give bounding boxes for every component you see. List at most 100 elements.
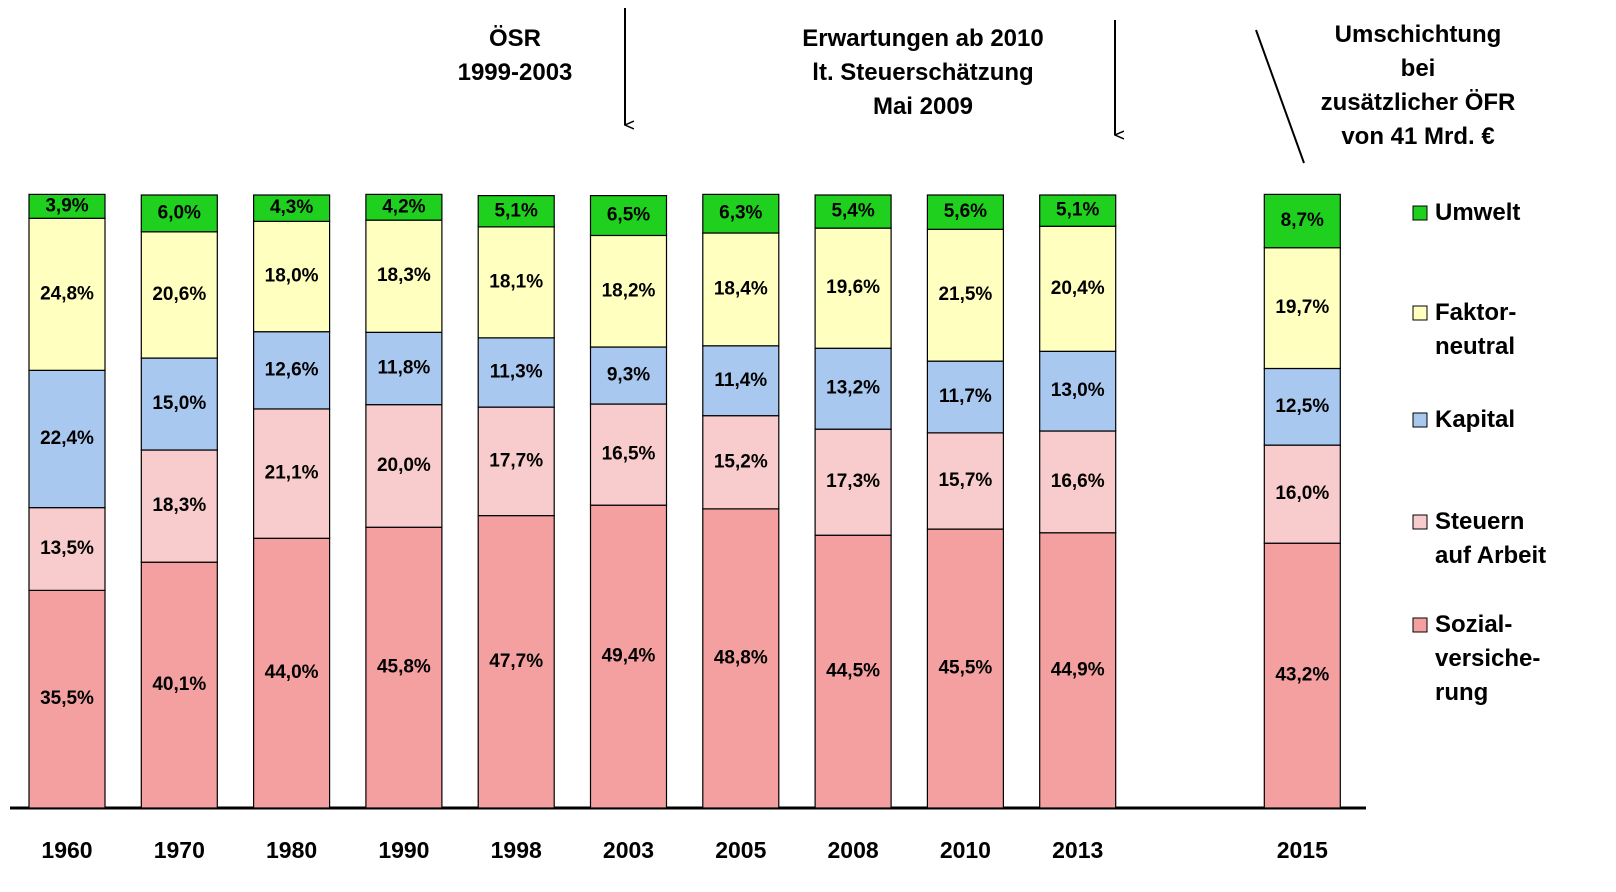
- data-label: 44,5%: [826, 661, 880, 682]
- bar-segment: [1039, 430, 1117, 534]
- x-tick-label: 1960: [41, 837, 92, 863]
- x-tick-label: 2010: [940, 837, 991, 863]
- data-label: 19,7%: [1275, 297, 1329, 318]
- data-label: 45,8%: [377, 657, 431, 678]
- bar-segment: [814, 347, 892, 430]
- data-label: 35,5%: [40, 688, 94, 709]
- data-label: 5,1%: [495, 200, 538, 221]
- bar-segment: [477, 226, 555, 339]
- bar-segment: [1263, 367, 1341, 446]
- data-label: 44,9%: [1051, 659, 1105, 680]
- data-label: 11,3%: [490, 361, 543, 382]
- bar-segment: [477, 406, 555, 517]
- x-tick-label: 1990: [378, 837, 429, 863]
- data-label: 6,3%: [719, 203, 762, 224]
- bar-segment: [28, 507, 106, 591]
- data-label: 3,9%: [45, 195, 88, 216]
- bar-segment: [589, 504, 668, 809]
- bar-segment: [1263, 193, 1341, 249]
- legend-label: Umwelt: [1435, 199, 1521, 226]
- data-label: 45,5%: [938, 658, 992, 679]
- legend-swatch: [1412, 412, 1428, 428]
- bar-segment: [926, 432, 1005, 530]
- legend-swatch: [1412, 514, 1428, 530]
- legend-label: Faktor- neutral: [1435, 299, 1517, 360]
- bar-segment: [28, 193, 106, 219]
- data-label: 16,6%: [1051, 471, 1105, 492]
- data-label: 15,2%: [714, 451, 768, 472]
- bar-segment: [253, 408, 331, 539]
- legend-swatch: [1412, 205, 1428, 221]
- data-label: 18,4%: [714, 278, 768, 299]
- bar-segment: [589, 234, 668, 348]
- data-label: 16,0%: [1275, 483, 1329, 504]
- bar-segment: [814, 194, 892, 229]
- bar-segment: [702, 193, 780, 234]
- data-label: 21,1%: [265, 463, 319, 484]
- x-tick-label: 2015: [1277, 837, 1328, 863]
- data-label: 6,5%: [607, 205, 650, 226]
- data-label: 12,6%: [265, 359, 319, 380]
- bar-segment: [926, 360, 1005, 434]
- annotation: Umschichtung bei zusätzlicher ÖFR von 41…: [1320, 21, 1516, 150]
- data-label: 18,2%: [602, 280, 656, 301]
- x-tick-label: 2008: [828, 837, 879, 863]
- data-label: 20,6%: [152, 284, 206, 305]
- bar-segment: [253, 537, 331, 809]
- data-label: 4,2%: [382, 196, 425, 217]
- bar-segment: [140, 449, 218, 563]
- bar-segment: [140, 231, 218, 359]
- data-label: 16,5%: [602, 444, 656, 465]
- data-label: 43,2%: [1275, 665, 1329, 686]
- bar-segment: [365, 404, 443, 528]
- data-label: 17,7%: [489, 450, 543, 471]
- bar-segment: [1039, 350, 1117, 432]
- data-label: 40,1%: [152, 674, 206, 695]
- x-tick-label: 1980: [266, 837, 317, 863]
- legend-label: Sozial- versiche- rung: [1435, 611, 1541, 706]
- x-tick-label: 2003: [603, 837, 654, 863]
- data-label: 17,3%: [826, 471, 880, 492]
- bar-segment: [1039, 532, 1117, 809]
- data-label: 18,1%: [489, 271, 543, 292]
- bar-segment: [365, 193, 443, 221]
- bar-segment: [814, 428, 892, 536]
- bar-segment: [1263, 444, 1341, 544]
- bar-segment: [140, 357, 218, 451]
- data-label: 15,7%: [938, 470, 992, 491]
- data-label: 48,8%: [714, 647, 768, 668]
- bar-segment: [28, 589, 106, 809]
- data-label: 13,0%: [1051, 380, 1105, 401]
- legend-label: Kapital: [1435, 406, 1516, 433]
- data-label: 47,7%: [489, 651, 543, 672]
- bar-segment: [140, 194, 218, 233]
- x-tick-label: 2013: [1052, 837, 1103, 863]
- bar-segment: [365, 331, 443, 406]
- bar-segment: [365, 526, 443, 809]
- bar-segment: [365, 219, 443, 333]
- bar-segment: [1263, 542, 1341, 809]
- data-label: 24,8%: [40, 283, 94, 304]
- data-label: 13,2%: [826, 378, 880, 399]
- bar-segment: [814, 227, 892, 349]
- data-label: 8,7%: [1281, 210, 1324, 231]
- legend-swatch: [1412, 617, 1428, 633]
- data-label: 44,0%: [265, 662, 319, 683]
- data-label: 11,8%: [377, 357, 430, 378]
- data-label: 13,5%: [40, 538, 94, 559]
- data-label: 20,4%: [1051, 278, 1105, 299]
- annotation: Erwartungen ab 2010 lt. Steuerschätzung …: [802, 25, 1044, 120]
- arrow: [1255, 29, 1305, 164]
- legend-label: Steuern auf Arbeit: [1435, 508, 1547, 569]
- x-tick-label: 1998: [491, 837, 542, 863]
- bar-segment: [926, 194, 1005, 230]
- bar-segment: [1039, 225, 1117, 352]
- bar-segment: [702, 232, 780, 347]
- bar-segment: [589, 195, 668, 237]
- bar-segment: [702, 508, 780, 809]
- data-label: 5,1%: [1056, 200, 1099, 221]
- data-label: 11,7%: [939, 386, 992, 407]
- data-label: 20,0%: [377, 455, 431, 476]
- data-label: 9,3%: [607, 365, 650, 386]
